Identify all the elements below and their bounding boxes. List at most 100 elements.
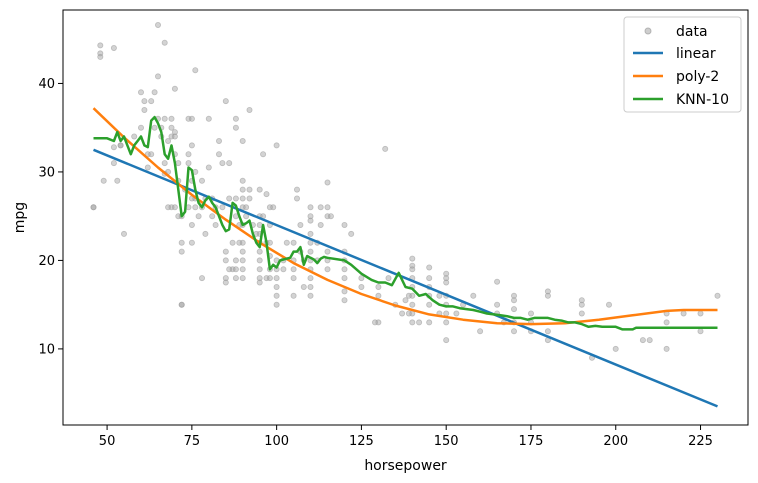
- data-point: [612, 345, 619, 352]
- data-point: [232, 195, 239, 202]
- data-point: [175, 160, 182, 167]
- data-point: [239, 195, 246, 202]
- data-point: [358, 275, 365, 282]
- data-point: [222, 275, 229, 282]
- data-point: [283, 239, 290, 246]
- legend-box: [623, 16, 742, 113]
- data-point: [578, 301, 585, 308]
- data-point: [198, 177, 205, 184]
- data-point: [443, 319, 450, 326]
- data-point: [192, 204, 199, 211]
- data-point: [280, 266, 287, 273]
- data-point: [171, 204, 178, 211]
- data-point: [154, 73, 161, 80]
- data-point: [232, 266, 239, 273]
- data-point: [453, 310, 460, 317]
- data-point: [317, 221, 324, 228]
- data-point: [307, 217, 314, 224]
- data-point: [222, 98, 229, 105]
- data-point: [510, 328, 517, 335]
- data-point: [229, 239, 236, 246]
- data-point: [239, 239, 246, 246]
- legend-label-knn: KNN-10: [676, 92, 729, 108]
- data-point: [144, 164, 151, 171]
- data-point: [232, 124, 239, 131]
- data-point: [260, 151, 267, 158]
- data-point: [544, 292, 551, 299]
- data-point: [697, 310, 704, 317]
- data-point: [219, 160, 226, 167]
- data-point: [399, 310, 406, 317]
- data-point: [243, 204, 250, 211]
- data-point: [148, 98, 155, 105]
- data-point: [192, 67, 199, 74]
- x-tick-label: 225: [688, 434, 713, 449]
- x-tick-label: 100: [264, 434, 289, 449]
- data-point: [246, 195, 253, 202]
- data-point: [327, 213, 334, 220]
- data-point: [443, 337, 450, 344]
- data-point: [639, 337, 646, 344]
- x-tick-label: 50: [99, 434, 116, 449]
- legend-marker-data: [644, 27, 652, 35]
- data-point: [443, 310, 450, 317]
- data-point: [494, 278, 501, 285]
- y-tick-label: 10: [38, 342, 55, 357]
- data-point: [443, 279, 450, 286]
- x-tick-label: 175: [519, 434, 544, 449]
- data-point: [232, 257, 239, 264]
- data-point: [341, 221, 348, 228]
- data-point: [154, 21, 161, 28]
- y-axis: 10 20 30 40: [38, 77, 63, 357]
- data-point: [300, 283, 307, 290]
- data-point: [510, 297, 517, 304]
- data-point: [178, 301, 185, 308]
- data-point: [341, 297, 348, 304]
- data-point: [307, 275, 314, 282]
- data-point: [137, 124, 144, 131]
- y-tick-label: 20: [38, 254, 55, 269]
- data-point: [161, 39, 168, 46]
- data-point: [209, 213, 216, 220]
- data-point: [141, 107, 148, 114]
- data-point: [239, 266, 246, 273]
- data-point: [171, 133, 178, 140]
- data-point: [273, 142, 280, 149]
- data-point: [477, 328, 484, 335]
- data-point: [382, 145, 389, 152]
- legend-label-poly2: poly-2: [676, 69, 719, 85]
- data-point: [256, 257, 263, 264]
- data-point: [188, 221, 195, 228]
- y-tick-label: 40: [38, 77, 55, 92]
- data-point: [161, 160, 168, 167]
- data-point: [171, 129, 178, 136]
- knn-fit-line: [93, 115, 718, 331]
- data-point: [348, 230, 355, 237]
- data-point: [470, 292, 477, 299]
- legend-label-linear: linear: [676, 46, 716, 62]
- data-point: [97, 42, 104, 49]
- data-point: [110, 160, 117, 167]
- data-point: [121, 230, 128, 237]
- data-point: [297, 221, 304, 228]
- data-point: [426, 264, 433, 271]
- data-point: [426, 319, 433, 326]
- data-point: [375, 319, 382, 326]
- linear-fit-line: [93, 148, 718, 408]
- data-point: [131, 133, 138, 140]
- data-point: [185, 160, 192, 167]
- data-point: [341, 266, 348, 273]
- y-tick-label: 30: [38, 165, 55, 180]
- data-point: [273, 275, 280, 282]
- data-point: [110, 45, 117, 52]
- data-point: [409, 292, 416, 299]
- data-point: [416, 319, 423, 326]
- data-point: [663, 319, 670, 326]
- data-point: [426, 275, 433, 282]
- data-point: [239, 248, 246, 255]
- data-point: [324, 266, 331, 273]
- data-point: [578, 297, 585, 304]
- data-point: [307, 283, 314, 290]
- y-axis-title: mpg: [12, 202, 28, 233]
